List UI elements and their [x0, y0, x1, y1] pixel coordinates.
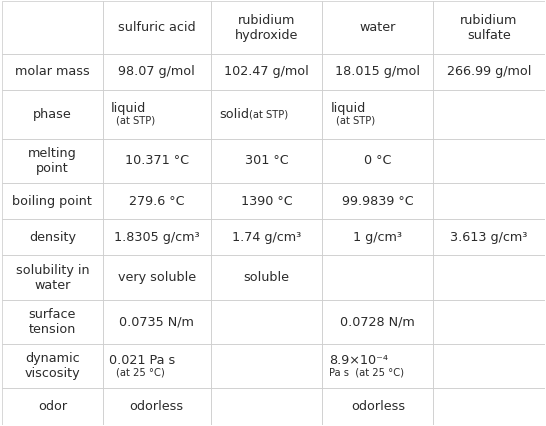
Bar: [2, 1, 103, 54]
Bar: [322, 389, 434, 425]
Bar: [434, 1, 544, 54]
Text: 18.015 g/mol: 18.015 g/mol: [335, 65, 420, 78]
Bar: [103, 1, 211, 54]
Bar: [103, 219, 211, 256]
Bar: [2, 300, 103, 344]
Text: sulfuric acid: sulfuric acid: [118, 21, 195, 34]
Bar: [434, 256, 544, 300]
Bar: [322, 219, 434, 256]
Bar: [211, 90, 322, 138]
Bar: [322, 1, 434, 54]
Bar: [211, 183, 322, 219]
Text: 0.0735 N/m: 0.0735 N/m: [120, 315, 194, 328]
Text: 0.021 Pa s: 0.021 Pa s: [109, 354, 175, 367]
Text: density: density: [29, 231, 76, 244]
Bar: [434, 183, 544, 219]
Bar: [211, 344, 322, 389]
Bar: [211, 54, 322, 90]
Bar: [211, 389, 322, 425]
Text: very soluble: very soluble: [118, 271, 196, 284]
Text: surface
tension: surface tension: [29, 308, 76, 336]
Text: (at STP): (at STP): [249, 109, 288, 119]
Bar: [103, 344, 211, 389]
Text: 0 °C: 0 °C: [364, 154, 391, 167]
Bar: [322, 138, 434, 183]
Bar: [211, 138, 322, 183]
Bar: [2, 344, 103, 389]
Text: boiling point: boiling point: [13, 195, 92, 207]
Bar: [434, 300, 544, 344]
Bar: [434, 54, 544, 90]
Text: solubility in
water: solubility in water: [15, 264, 89, 292]
Text: (at 25 °C): (at 25 °C): [116, 368, 165, 377]
Bar: [103, 389, 211, 425]
Text: 10.371 °C: 10.371 °C: [124, 154, 189, 167]
Bar: [103, 183, 211, 219]
Bar: [2, 90, 103, 138]
Bar: [322, 344, 434, 389]
Bar: [434, 90, 544, 138]
Bar: [2, 256, 103, 300]
Text: 3.613 g/cm³: 3.613 g/cm³: [450, 231, 527, 244]
Text: dynamic
viscosity: dynamic viscosity: [25, 352, 80, 380]
Text: water: water: [360, 21, 396, 34]
Bar: [322, 300, 434, 344]
Text: 1 g/cm³: 1 g/cm³: [353, 231, 402, 244]
Bar: [2, 219, 103, 256]
Text: 102.47 g/mol: 102.47 g/mol: [224, 65, 309, 78]
Bar: [211, 1, 322, 54]
Bar: [103, 256, 211, 300]
Text: 1.74 g/cm³: 1.74 g/cm³: [232, 231, 301, 244]
Text: odorless: odorless: [351, 400, 405, 413]
Text: rubidium
sulfate: rubidium sulfate: [460, 14, 518, 41]
Text: odor: odor: [38, 400, 67, 413]
Bar: [211, 219, 322, 256]
Text: 279.6 °C: 279.6 °C: [129, 195, 185, 207]
Bar: [322, 183, 434, 219]
Bar: [322, 54, 434, 90]
Text: 8.9×10⁻⁴: 8.9×10⁻⁴: [329, 354, 388, 367]
Bar: [322, 256, 434, 300]
Bar: [103, 90, 211, 138]
Text: phase: phase: [33, 108, 72, 121]
Text: 301 °C: 301 °C: [245, 154, 288, 167]
Text: (at STP): (at STP): [336, 115, 375, 126]
Text: (at STP): (at STP): [116, 115, 155, 126]
Text: melting
point: melting point: [28, 147, 77, 175]
Text: liquid: liquid: [330, 102, 366, 115]
Text: soluble: soluble: [244, 271, 289, 284]
Bar: [103, 300, 211, 344]
Text: Pa s  (at 25 °C): Pa s (at 25 °C): [329, 368, 403, 377]
Text: 0.0728 N/m: 0.0728 N/m: [341, 315, 415, 328]
Bar: [322, 90, 434, 138]
Text: 1390 °C: 1390 °C: [241, 195, 293, 207]
Bar: [2, 138, 103, 183]
Bar: [2, 183, 103, 219]
Text: odorless: odorless: [130, 400, 184, 413]
Bar: [103, 138, 211, 183]
Bar: [434, 219, 544, 256]
Bar: [434, 138, 544, 183]
Text: molar mass: molar mass: [15, 65, 90, 78]
Bar: [103, 54, 211, 90]
Text: liquid: liquid: [111, 102, 146, 115]
Bar: [2, 389, 103, 425]
Text: 266.99 g/mol: 266.99 g/mol: [447, 65, 531, 78]
Bar: [211, 300, 322, 344]
Bar: [211, 256, 322, 300]
Text: rubidium
hydroxide: rubidium hydroxide: [235, 14, 298, 41]
Text: 1.8305 g/cm³: 1.8305 g/cm³: [114, 231, 200, 244]
Text: 99.9839 °C: 99.9839 °C: [342, 195, 414, 207]
Bar: [434, 344, 544, 389]
Text: solid: solid: [219, 108, 249, 121]
Bar: [2, 54, 103, 90]
Text: 98.07 g/mol: 98.07 g/mol: [118, 65, 195, 78]
Bar: [434, 389, 544, 425]
